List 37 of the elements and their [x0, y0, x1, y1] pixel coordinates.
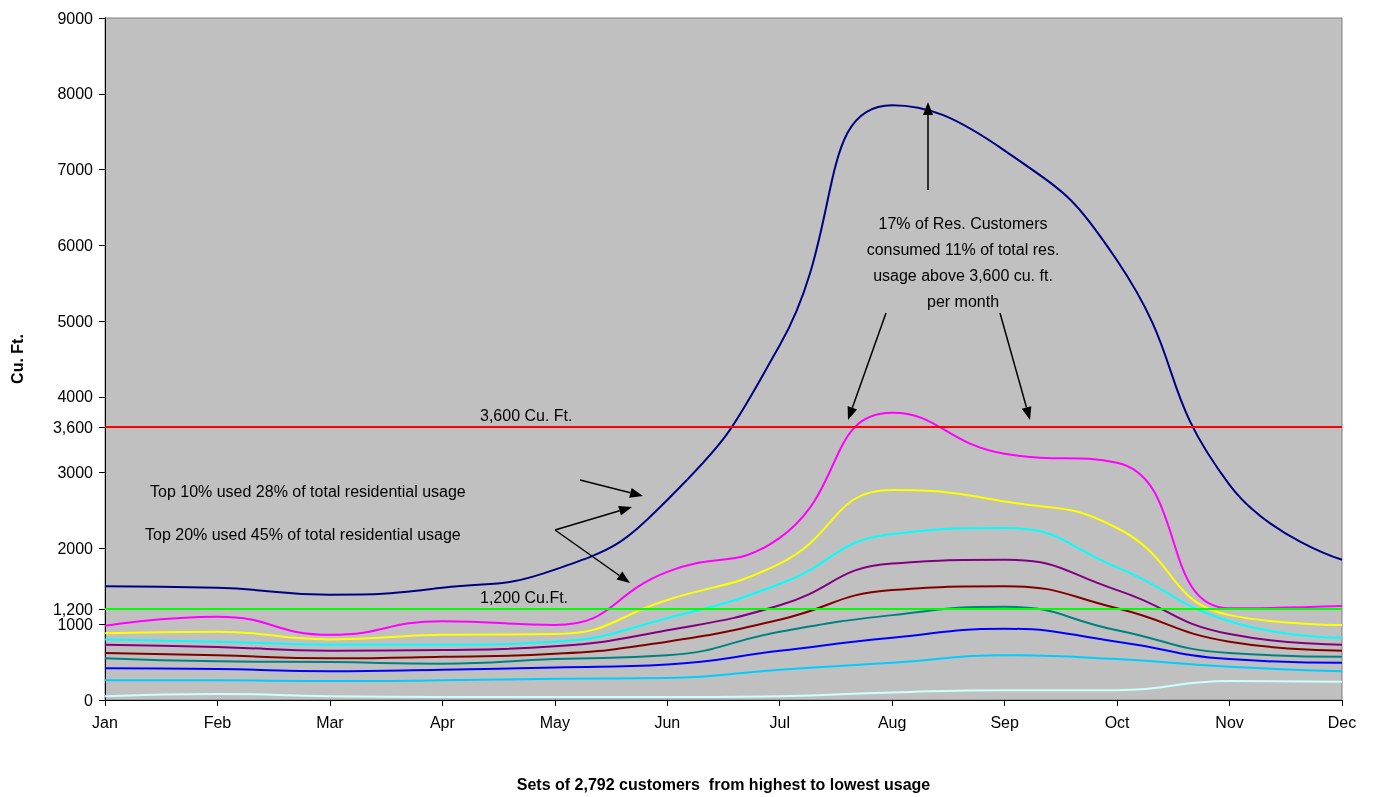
y-tick-label: 7000: [57, 161, 94, 179]
annotation: Top 10% used 28% of total residential usage: [150, 482, 466, 500]
y-tick-label: 4000: [57, 388, 94, 406]
x-tick-label: Mar: [316, 713, 345, 731]
x-tick-label: Aug: [877, 713, 907, 731]
x-tick-label: Jun: [654, 713, 681, 731]
x-tick-label: Jan: [92, 713, 118, 731]
x-tick-label: Oct: [1104, 713, 1131, 731]
x-axis-title: Sets of 2,792 customers from highest to lowest usage: [516, 775, 931, 793]
x-tick-label: Dec: [1327, 713, 1357, 731]
annotation: 17% of Res. Customers consumed 11% of total res. usage above 3,600 cu. ft. per month: [866, 214, 1060, 310]
line-series: [104, 526, 1343, 646]
y-tick-label: 2000: [57, 539, 94, 557]
line-series: [104, 585, 1343, 660]
y-tick-label: 3,600: [52, 418, 94, 436]
y-tick-label: 0: [84, 691, 94, 709]
line-series: [104, 605, 1343, 665]
line-series: [104, 558, 1343, 652]
y-tick-label: 9000: [57, 9, 94, 27]
y-tick-label: 8000: [57, 85, 94, 103]
annotation: Top 20% used 45% of total residential usage: [145, 525, 461, 543]
y-tick-label: 3000: [57, 464, 94, 482]
line-series: [104, 627, 1343, 673]
ref-line-label: 3,600 Cu. Ft.: [480, 406, 573, 424]
x-tick-label: Apr: [429, 713, 456, 731]
y-tick-label: 6000: [57, 236, 94, 254]
x-tick-label: May: [539, 713, 570, 731]
x-tick-label: Nov: [1215, 713, 1244, 731]
y-tick-label: 1,200: [52, 600, 94, 618]
ref-line-label: 1,200 Cu.Ft.: [480, 588, 569, 606]
x-tick-label: Feb: [203, 713, 232, 731]
line-series: [104, 411, 1343, 636]
line-series: [104, 654, 1343, 683]
x-tick-label: Sep: [990, 713, 1019, 731]
y-tick-label: 5000: [57, 312, 94, 330]
y-axis-title: Cu. Ft.: [8, 334, 26, 384]
x-tick-label: Jul: [769, 713, 790, 731]
